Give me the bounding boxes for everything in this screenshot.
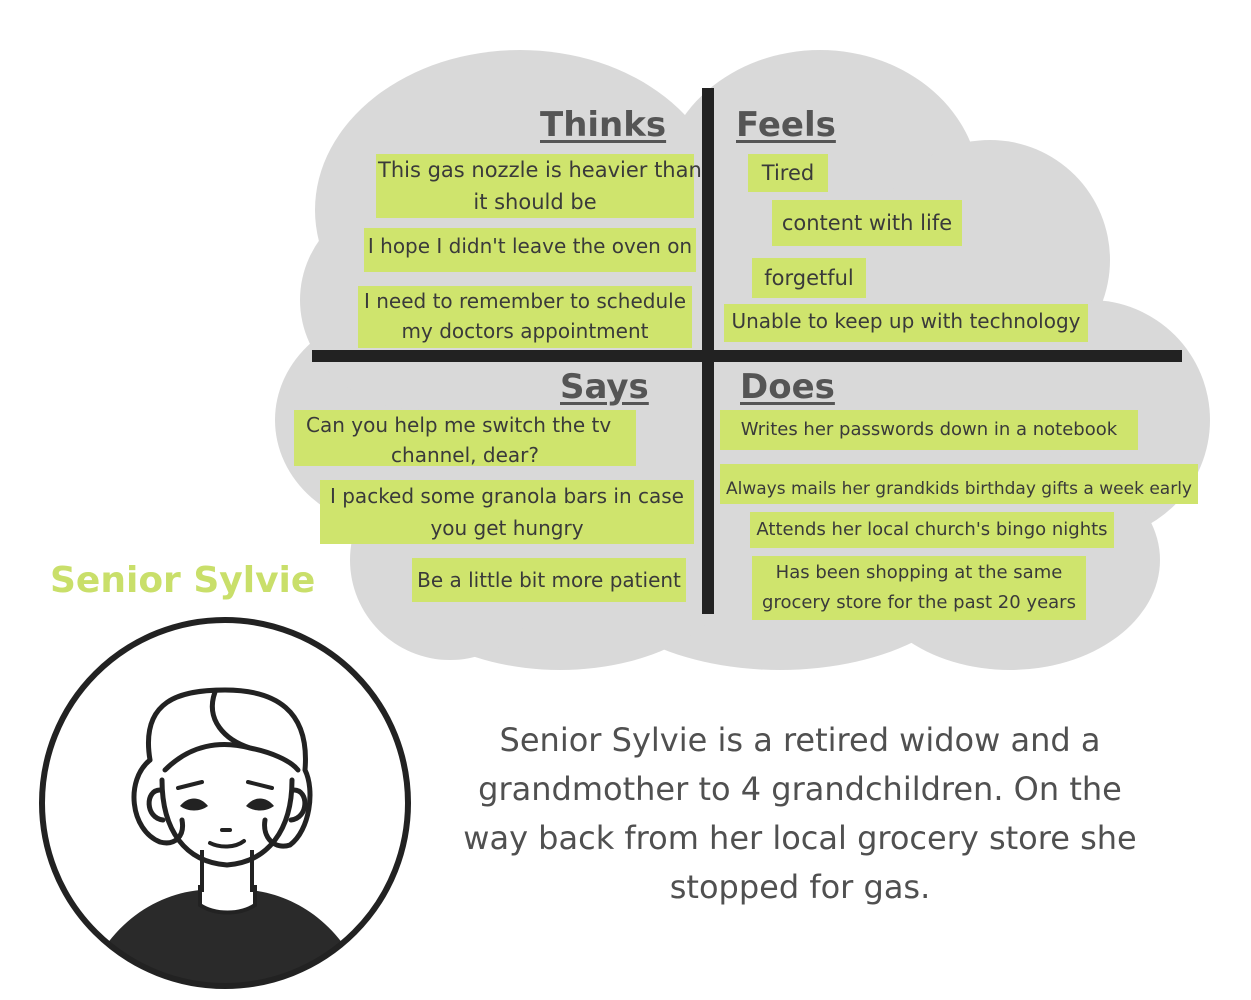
thinks-note: I hope I didn't leave the oven on (364, 228, 696, 272)
persona-name: Senior Sylvie (50, 560, 316, 601)
thinks-heading: Thinks (540, 105, 667, 145)
avatar-head (131, 687, 313, 868)
does-note: Has been shopping at the same grocery sto… (752, 556, 1086, 620)
horizontal-divider (312, 350, 1182, 362)
description-line: stopped for gas. (669, 868, 931, 906)
does-note: Attends her local church's bingo nights (750, 512, 1114, 548)
feels-note: Tired (748, 154, 828, 192)
avatar-illustration (42, 620, 408, 986)
description-line: Senior Sylvie is a retired widow and a (499, 721, 1101, 759)
description-line: way back from her local grocery store sh… (463, 819, 1137, 857)
persona-description: Senior Sylvie is a retired widow and a g… (440, 716, 1160, 912)
description-line: grandmother to 4 grandchildren. On the (478, 770, 1122, 808)
says-note: Be a little bit more patient (412, 558, 686, 602)
does-note: Always mails her grandkids birthday gift… (720, 464, 1198, 504)
avatar-eyes (180, 798, 274, 811)
does-note: Writes her passwords down in a notebook (720, 410, 1138, 450)
thinks-note: This gas nozzle is heavier than it should… (376, 154, 702, 218)
feels-note: content with life (772, 200, 962, 246)
feels-note: forgetful (752, 258, 866, 298)
persona-avatar (39, 617, 411, 989)
does-heading: Does (740, 367, 835, 407)
feels-note: Unable to keep up with technology (724, 304, 1088, 342)
says-note: I packed some granola bars in case you ge… (320, 480, 694, 544)
says-heading: Says (560, 367, 649, 407)
says-note: Can you help me switch the tv channel, de… (294, 410, 636, 467)
feels-heading: Feels (736, 105, 836, 145)
thinks-note: I need to remember to schedule my doctors… (358, 286, 692, 348)
